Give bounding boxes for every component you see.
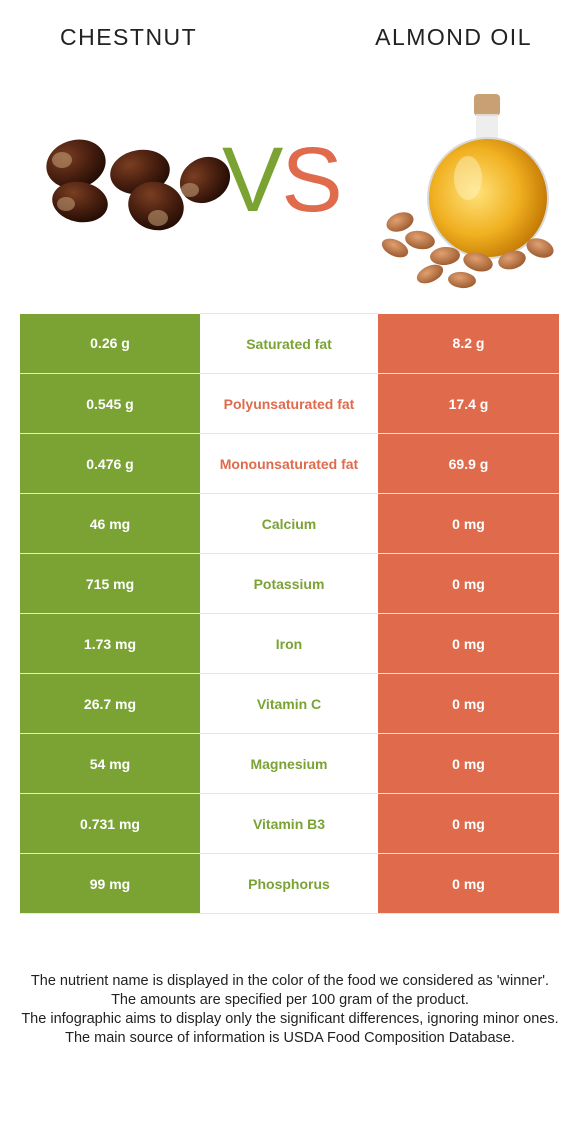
right-value: 0 mg [378,673,559,734]
right-value: 17.4 g [378,373,559,434]
right-value: 8.2 g [378,313,559,374]
footer-notes: The nutrient name is displayed in the co… [16,972,564,1048]
left-food-title: CHESTNUT [60,24,198,50]
table-row: 0.731 mg Vitamin B3 0 mg [20,793,559,854]
nutrient-comparison-table: 0.26 g Saturated fat 8.2 g 0.545 g Polyunsat… [20,313,559,914]
right-value: 69.9 g [378,433,559,494]
nutrient-name: Magnesium [200,733,378,794]
table-row: 0.26 g Saturated fat 8.2 g [20,313,559,374]
hero-illustration [46,94,554,289]
footer-line: The infographic aims to display only the… [21,1011,559,1027]
nutrient-name: Iron [200,613,378,674]
table-row: 715 mg Potassium 0 mg [20,553,559,614]
table-row: 54 mg Magnesium 0 mg [20,733,559,794]
table-row: 0.545 g Polyunsaturated fat 17.4 g [20,373,559,434]
right-value: 0 mg [378,853,559,914]
table-row: 0.476 g Monounsaturated fat 69.9 g [20,433,559,494]
left-value: 46 mg [20,493,200,554]
left-value: 54 mg [20,733,200,794]
footer-line: The nutrient name is displayed in the co… [30,973,550,989]
right-food-title: ALMOND OIL [375,24,532,50]
left-value: 26.7 mg [20,673,200,734]
left-value: 0.731 mg [20,793,200,854]
right-value: 0 mg [378,553,559,614]
footer-line: The amounts are specified per 100 gram o… [111,992,469,1008]
nutrient-name: Saturated fat [200,313,378,374]
vs-s-letter: S [281,129,342,231]
nutrient-name: Vitamin B3 [200,793,378,854]
left-value: 0.476 g [20,433,200,494]
nutrient-name: Potassium [200,553,378,614]
left-value: 1.73 mg [20,613,200,674]
table-row: 46 mg Calcium 0 mg [20,493,559,554]
nutrient-name: Vitamin C [200,673,378,734]
left-value: 99 mg [20,853,200,914]
nutrient-name: Polyunsaturated fat [200,373,378,434]
vs-v-letter: V [222,129,283,231]
nutrient-name: Calcium [200,493,378,554]
right-value: 0 mg [378,733,559,794]
right-value: 0 mg [378,793,559,854]
vs-label: VS [222,134,343,226]
chestnut-image [46,139,231,231]
left-value: 0.545 g [20,373,200,434]
right-value: 0 mg [378,613,559,674]
footer-line: The main source of information is USDA F… [65,1030,515,1046]
table-row: 1.73 mg Iron 0 mg [20,613,559,674]
left-value: 715 mg [20,553,200,614]
nutrient-name: Phosphorus [200,853,378,914]
almond-oil-image [381,94,554,289]
nutrient-name: Monounsaturated fat [200,433,378,494]
right-value: 0 mg [378,493,559,554]
left-value: 0.26 g [20,313,200,374]
table-row: 99 mg Phosphorus 0 mg [20,853,559,914]
